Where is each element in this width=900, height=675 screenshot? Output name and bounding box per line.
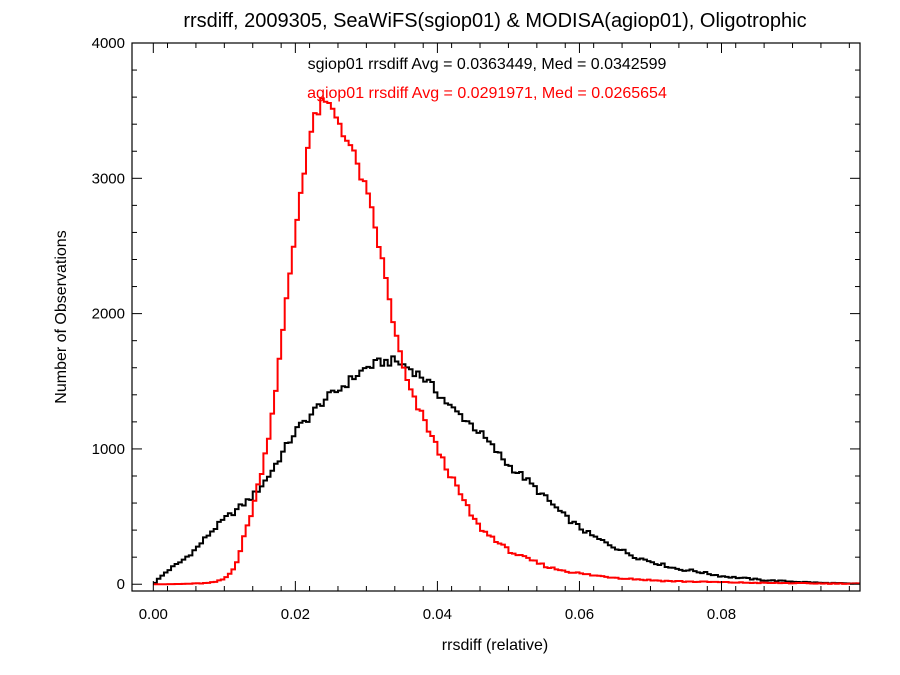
- x-tick-label: 0.04: [423, 606, 452, 623]
- y-tick-label: 0: [117, 576, 125, 593]
- series-agiop01-histogram: [153, 97, 860, 586]
- y-axis-label: Number of Observations: [53, 230, 70, 403]
- x-tick-label: 0.00: [139, 606, 168, 623]
- x-tick-label: 0.02: [281, 606, 310, 623]
- series-group: [153, 97, 860, 586]
- tick-marks: [132, 42, 860, 591]
- y-tick-label: 3000: [92, 170, 125, 187]
- x-tick-label: 0.08: [707, 606, 736, 623]
- y-tick-label: 4000: [92, 35, 125, 52]
- x-tick-labels: 0.00 0.02 0.04 0.06 0.08: [139, 606, 736, 623]
- annotation-sgiop01: sgiop01 rrsdiff Avg = 0.0363449, Med = 0…: [308, 56, 667, 73]
- y-tick-labels: 0 1000 2000 3000 4000: [92, 35, 125, 593]
- annotation-agiop01: agiop01 rrsdiff Avg = 0.0291971, Med = 0…: [307, 85, 667, 102]
- series-sgiop01-histogram: [153, 355, 860, 585]
- y-tick-label: 1000: [92, 441, 125, 458]
- x-tick-label: 0.06: [565, 606, 594, 623]
- chart-title: rrsdiff, 2009305, SeaWiFS(sgiop01) & MOD…: [183, 10, 806, 32]
- x-axis-label: rrsdiff (relative): [442, 637, 548, 654]
- plot-frame: [131, 42, 861, 592]
- y-tick-label: 2000: [92, 306, 125, 323]
